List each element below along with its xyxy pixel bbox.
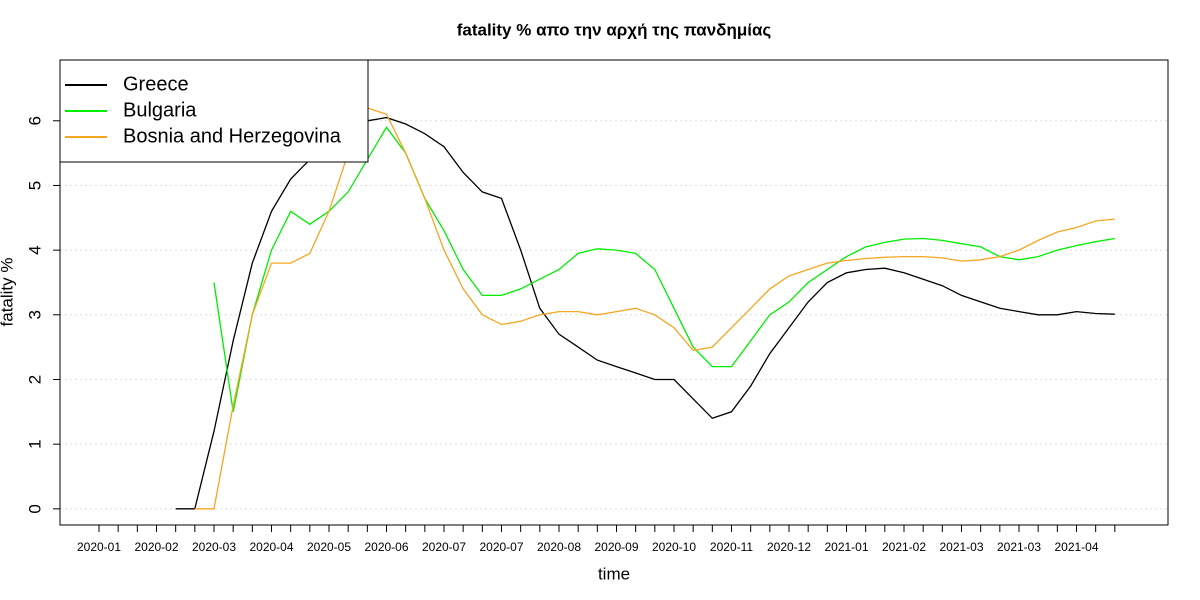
- x-tick-label: 2020-03: [192, 540, 236, 554]
- y-tick-label: 3: [25, 310, 44, 319]
- x-axis-label: time: [598, 564, 630, 583]
- x-tick-label: 2021-02: [882, 540, 926, 554]
- plot-area: [175, 107, 1115, 510]
- y-tick-label: 5: [25, 181, 44, 190]
- chart-title: fatality % απο την αρχή της πανδημίας: [457, 20, 772, 39]
- series-line: [175, 116, 1115, 510]
- y-axis-label: fatality %: [0, 258, 16, 327]
- x-tick-label: 2021-04: [1054, 540, 1098, 554]
- y-tick-label: 1: [25, 439, 44, 448]
- x-tick-label: 2020-05: [307, 540, 351, 554]
- x-tick-label: 2020-07: [479, 540, 523, 554]
- series-line: [194, 107, 1115, 510]
- x-tick-label: 2020-07: [422, 540, 466, 554]
- legend-box: [59, 59, 369, 163]
- legend-label: Bosnia and Herzegovina: [123, 125, 342, 147]
- x-tick-label: 2020-08: [537, 540, 581, 554]
- plot-frame: [59, 59, 1169, 526]
- series-line: [213, 126, 1115, 412]
- legend-label: Greece: [123, 73, 189, 95]
- x-tick-label: 2020-11: [710, 540, 753, 554]
- x-tick-label: 2020-12: [767, 540, 811, 554]
- grid: [60, 120, 1168, 510]
- x-tick-label: 2020-02: [134, 540, 178, 554]
- x-tick-label: 2021-03: [997, 540, 1041, 554]
- y-tick-label: 6: [25, 116, 44, 125]
- x-tick-label: 2020-06: [364, 540, 408, 554]
- x-tick-label: 2021-03: [939, 540, 983, 554]
- x-tick-label: 2020-04: [249, 540, 293, 554]
- legend: Greece Bulgaria Bosnia and Herzegovina: [59, 59, 369, 163]
- x-tick-label: 2020-09: [594, 540, 638, 554]
- y-tick-label: 0: [25, 504, 44, 513]
- x-tick-label: 2020-01: [77, 540, 121, 554]
- y-tick-label: 4: [25, 245, 44, 254]
- y-tick-label: 2: [25, 375, 44, 384]
- x-tick-label: 2020-10: [652, 540, 696, 554]
- x-tick-label: 2021-01: [824, 540, 868, 554]
- legend-label: Bulgaria: [123, 99, 197, 121]
